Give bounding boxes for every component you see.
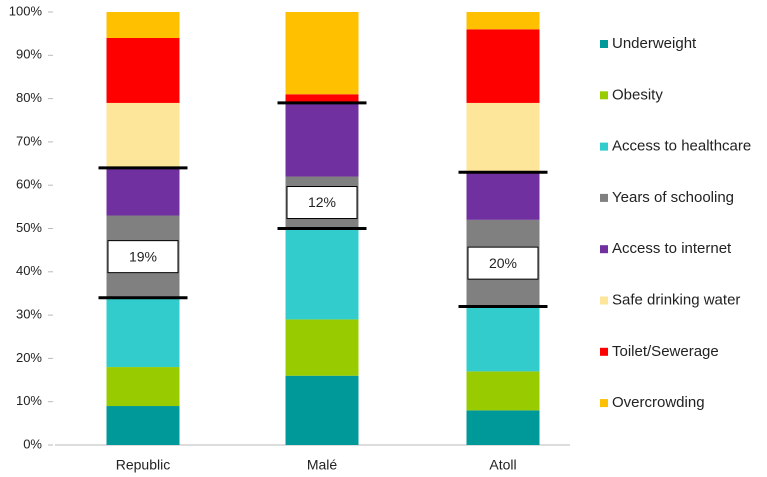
- bar-segment: [285, 12, 359, 95]
- y-tick-label: 60%: [16, 177, 42, 192]
- bar-segment: [466, 306, 540, 372]
- bar-segment: [106, 102, 180, 168]
- legend-label: Access to internet: [612, 240, 732, 257]
- legend-swatch: [600, 40, 608, 48]
- label-box: [467, 246, 539, 280]
- bar-segment: [106, 406, 180, 445]
- y-tick-label: 30%: [16, 307, 42, 322]
- bar-segment: [466, 29, 540, 103]
- y-tick-label: 40%: [16, 263, 42, 278]
- x-tick-label: Republic: [116, 457, 170, 473]
- data-label: 19%: [129, 248, 157, 264]
- legend-label: Obesity: [612, 86, 663, 103]
- legend-swatch: [600, 245, 608, 254]
- x-tick-label: Atoll: [489, 457, 516, 473]
- legend-swatch: [600, 296, 608, 305]
- data-label: 12%: [308, 194, 336, 210]
- bar-segment: [466, 102, 540, 173]
- y-tick-label: 80%: [16, 90, 42, 105]
- legend-label: Underweight: [612, 35, 697, 52]
- bar-segment: [106, 367, 180, 407]
- label-box: [286, 186, 358, 220]
- legend-label: Access to healthcare: [612, 138, 751, 155]
- y-tick-label: 10%: [16, 393, 42, 408]
- legend-label: Safe drinking water: [612, 291, 740, 308]
- legend-swatch: [600, 91, 608, 100]
- bar-segment: [466, 12, 540, 30]
- bar-segment: [106, 167, 180, 216]
- y-tick-label: 100%: [9, 3, 43, 18]
- y-tick-label: 20%: [16, 350, 42, 365]
- bar-segment: [285, 375, 359, 445]
- legend-swatch: [600, 399, 608, 408]
- bar-segment: [466, 172, 540, 220]
- legend-swatch: [600, 193, 608, 202]
- bar-segment: [466, 410, 540, 445]
- bar-segment: [106, 12, 180, 38]
- data-label: 20%: [489, 255, 517, 271]
- legend-swatch: [600, 347, 608, 356]
- y-tick-label: 0%: [23, 436, 42, 451]
- y-tick-label: 70%: [16, 133, 42, 148]
- bar-segment: [285, 102, 359, 177]
- y-tick-label: 50%: [16, 220, 42, 235]
- y-tick-label: 90%: [16, 47, 42, 62]
- bar-segment: [285, 319, 359, 376]
- label-box: [107, 240, 179, 274]
- bar-segment: [285, 94, 359, 103]
- bar-segment: [285, 228, 359, 320]
- bar-segment: [106, 37, 180, 103]
- legend-label: Overcrowding: [612, 394, 705, 411]
- bar-segment: [106, 297, 180, 368]
- legend-label: Years of schooling: [612, 189, 734, 206]
- x-tick-label: Malé: [307, 457, 338, 473]
- bar-segment: [466, 371, 540, 411]
- legend-label: Toilet/Sewerage: [612, 343, 719, 360]
- legend-swatch: [600, 142, 608, 151]
